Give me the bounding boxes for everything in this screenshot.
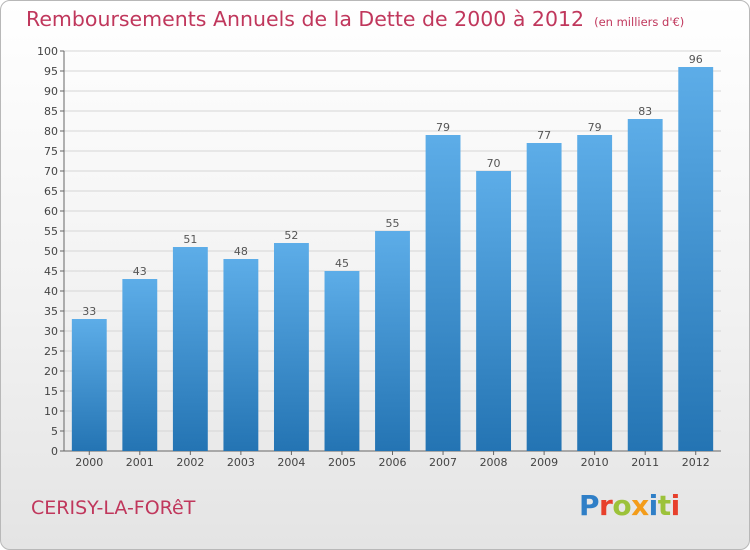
y-tick-label: 55 [44,225,58,238]
value-label-2005: 45 [335,257,349,270]
value-label-2012: 96 [689,53,703,66]
value-label-2003: 48 [234,245,248,258]
value-label-2002: 51 [183,233,197,246]
x-tick-label: 2004 [277,456,305,469]
y-tick-label: 5 [51,425,58,438]
x-tick-label: 2001 [126,456,154,469]
y-tick-label: 30 [44,325,58,338]
y-tick-label: 25 [44,345,58,358]
y-tick-label: 10 [44,405,58,418]
value-label-2009: 77 [537,129,551,142]
chart-subtitle: (en milliers d'€) [594,15,685,29]
logo-letter: x [631,489,649,522]
value-label-2000: 33 [82,305,96,318]
logo-letter: r [599,489,613,522]
y-tick-label: 85 [44,105,58,118]
bar-2000 [71,319,107,451]
value-label-2007: 79 [436,121,450,134]
y-tick-label: 40 [44,285,58,298]
bar-2001 [122,279,158,451]
axes: 0 5 10 15 20 25 30 35 40 45 50 55 60 65 70 75 80 85 90 95 10… [37,45,721,469]
x-tick-label: 2009 [530,456,558,469]
value-label-2004: 52 [284,229,298,242]
proxiti-logo[interactable]: Proxiti [579,489,680,522]
bar-2011 [627,119,663,451]
x-tick-label: 2000 [75,456,103,469]
y-tick-label: 80 [44,125,58,138]
value-label-2001: 43 [133,265,147,278]
bar-2003 [223,259,259,451]
y-tick-label: 65 [44,185,58,198]
x-tick-label: 2006 [379,456,407,469]
bar-2004 [273,243,309,451]
x-tick-label: 2010 [581,456,609,469]
town-name: CERISY-LA-FORêT [31,497,196,519]
data-labels: 33 43 51 48 52 45 55 79 70 77 79 83 96 [82,53,702,318]
bar-2005 [324,271,360,451]
y-tick-label: 75 [44,145,58,158]
x-tick-label: 2012 [682,456,710,469]
bar-2012 [678,67,714,451]
x-tick-label: 2005 [328,456,356,469]
value-label-2008: 70 [487,157,501,170]
y-tick-label: 35 [44,305,58,318]
x-tick-label: 2007 [429,456,457,469]
y-tick-label: 0 [51,445,58,458]
bar-2009 [526,143,562,451]
logo-letter: i [648,489,659,522]
logo-letter: t [657,489,671,522]
bar-2002 [172,247,208,451]
logo-letter: o [612,489,632,522]
value-label-2010: 79 [588,121,602,134]
bar-2008 [476,171,512,451]
y-tick-label: 20 [44,365,58,378]
y-tick-label: 90 [44,85,58,98]
chart-title-text: Remboursements Annuels de la Dette de 20… [26,7,585,31]
value-label-2006: 55 [386,217,400,230]
y-tick-label: 50 [44,245,58,258]
bar-2007 [425,135,461,451]
y-tick-label: 15 [44,385,58,398]
x-tick-label: 2003 [227,456,255,469]
x-tick-label: 2002 [176,456,204,469]
y-tick-label: 45 [44,265,58,278]
value-label-2011: 83 [638,105,652,118]
y-tick-label: 95 [44,65,58,78]
logo-letter: i [670,489,681,522]
bars [71,67,714,451]
y-tick-label: 100 [37,45,58,58]
y-tick-label: 70 [44,165,58,178]
chart-title: Remboursements Annuels de la Dette de 20… [26,7,684,31]
logo-letter: P [579,489,600,522]
bar-2006 [375,231,410,451]
y-tick-label: 60 [44,205,58,218]
x-tick-label: 2011 [631,456,659,469]
bar-2010 [577,135,613,451]
x-tick-label: 2008 [480,456,508,469]
